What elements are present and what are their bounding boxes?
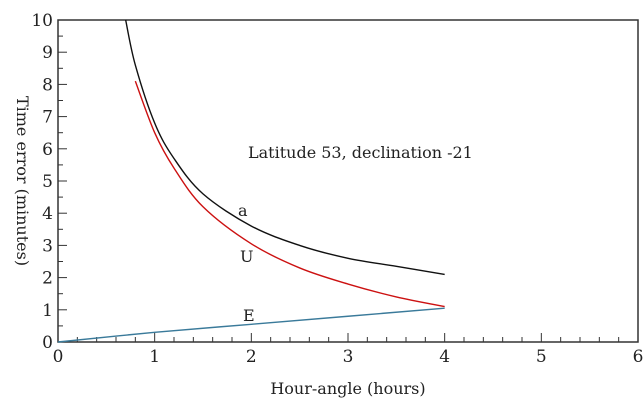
y-tick-label: 10 <box>31 11 53 31</box>
x-tick-label: 6 <box>633 347 644 367</box>
y-axis-label: Time error (minutes) <box>13 96 32 266</box>
y-tick-label: 3 <box>42 236 53 256</box>
series-lines <box>57 19 445 343</box>
x-tick-label: 2 <box>246 347 257 367</box>
y-tick-label: 9 <box>42 43 53 63</box>
chart-annotation: Latitude 53, declination -21 <box>248 143 473 162</box>
series-label-a: a <box>238 201 248 220</box>
series-label-u: U <box>240 247 253 266</box>
x-tick-label: 0 <box>53 347 64 367</box>
series-label-e: E <box>243 306 255 325</box>
x-tick-label: 1 <box>149 347 160 367</box>
x-axis-label: Hour-angle (hours) <box>270 379 425 398</box>
y-tick-label: 7 <box>42 108 53 128</box>
y-tick-label: 5 <box>42 172 53 192</box>
x-tick-label: 3 <box>343 347 354 367</box>
y-tick-label: 8 <box>42 75 53 95</box>
x-tick-label: 4 <box>439 347 450 367</box>
x-tick-label: 5 <box>536 347 547 367</box>
series-line-a <box>124 19 445 276</box>
series-line-u <box>134 80 445 308</box>
y-tick-label: 6 <box>42 140 53 160</box>
y-tick-label: 2 <box>42 269 53 289</box>
x-tick-labels: 0 1 2 3 4 5 6 <box>53 347 644 367</box>
series-line-e <box>57 307 445 343</box>
y-tick-labels: 0 1 2 3 4 5 6 7 8 9 10 <box>31 11 53 353</box>
y-tick-label: 0 <box>42 333 53 353</box>
y-tick-label: 1 <box>42 301 53 321</box>
y-tick-label: 4 <box>42 204 53 224</box>
plot-frame <box>57 19 639 343</box>
axis-ticks <box>57 19 639 343</box>
